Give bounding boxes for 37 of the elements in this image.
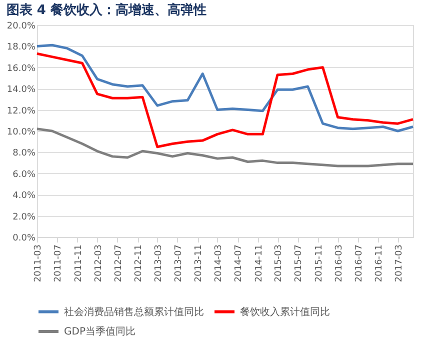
legend-label: 餐饮收入累计值同比	[240, 306, 330, 318]
legend-label: GDP当季值同比	[64, 326, 136, 338]
y-tick-label: 18.0%	[6, 42, 36, 53]
x-tick-label: 2011-11	[74, 244, 84, 282]
x-tick-label: 2014-07	[234, 244, 244, 282]
x-tick-label: 2014-11	[254, 244, 264, 282]
x-tick-label: 2013-03	[154, 244, 164, 282]
y-tick-label: 12.0%	[6, 106, 36, 116]
x-tick-label: 2015-11	[314, 244, 324, 282]
y-tick-label: 20.0%	[6, 22, 36, 32]
legend-label: 社会消费品销售总额累计值同比	[64, 306, 204, 318]
x-tick-label: 2016-03	[334, 244, 344, 282]
x-tick-label: 2013-11	[194, 244, 204, 282]
x-tick-label: 2012-11	[134, 244, 144, 282]
y-tick-label: 8.0%	[12, 148, 36, 159]
x-tick-label: 2012-07	[114, 244, 124, 282]
x-tick-label: 2013-07	[174, 244, 184, 282]
x-tick-label: 2014-03	[214, 244, 224, 282]
x-tick-label: 2016-11	[374, 244, 385, 282]
y-tick-label: 0.0%	[12, 234, 36, 244]
x-tick-label: 2015-07	[294, 244, 304, 282]
x-tick-label: 2011-07	[54, 244, 64, 282]
y-tick-label: 10.0%	[6, 128, 36, 138]
y-tick-label: 4.0%	[12, 191, 36, 202]
chart-title: 图表 4 餐饮收入：高增速、高弹性	[6, 2, 207, 18]
y-tick-label: 6.0%	[12, 170, 36, 180]
x-tick-label: 2011-03	[34, 244, 44, 282]
x-tick-label: 2012-03	[94, 244, 104, 282]
x-tick-label: 2016-07	[354, 244, 364, 282]
x-tick-label: 2015-03	[274, 244, 284, 282]
line-series	[36, 128, 414, 168]
x-tick-label: 2017-03	[394, 244, 404, 282]
y-tick-label: 2.0%	[12, 212, 36, 222]
line-series	[36, 44, 414, 132]
y-tick-label: 16.0%	[6, 64, 36, 74]
y-tick-label: 14.0%	[6, 85, 36, 96]
line-series	[36, 52, 414, 148]
